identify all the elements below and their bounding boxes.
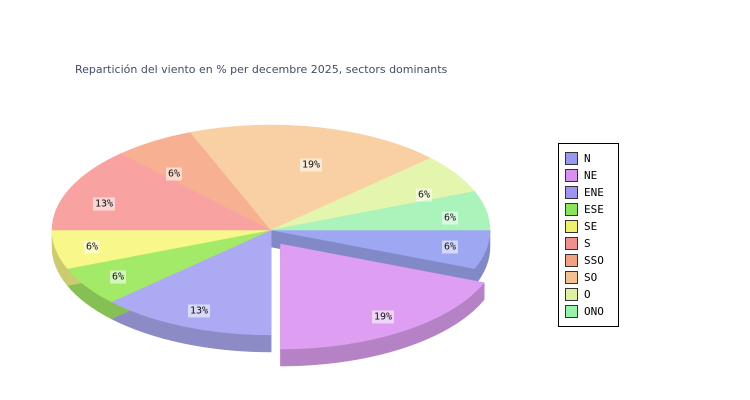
slice-label-SE: 6% bbox=[83, 240, 101, 254]
pie-slice-side-ENE bbox=[135, 312, 146, 334]
legend-label-ONO: ONO bbox=[584, 305, 604, 318]
pie-slice-side-ENE bbox=[215, 331, 227, 351]
pie-slice-side-ENE bbox=[226, 332, 238, 352]
pie-slice-side-ENE bbox=[154, 318, 165, 339]
legend-label-SO: SO bbox=[584, 271, 598, 284]
legend: N NE ENE ESE SE S SSO SO O ONO bbox=[558, 143, 619, 327]
legend-label-ESE: ESE bbox=[584, 203, 604, 216]
legend-item-SO: SO bbox=[565, 269, 618, 286]
legend-item-SSO: SSO bbox=[565, 252, 618, 269]
legend-label-S: S bbox=[584, 237, 591, 250]
pie-slice-side-NE bbox=[325, 345, 338, 365]
slice-label-SSO: 6% bbox=[165, 167, 183, 181]
legend-swatch-SO bbox=[565, 271, 578, 284]
legend-item-ESE: ESE bbox=[565, 201, 618, 218]
chart-title: Repartición del viento en % per decembre… bbox=[75, 63, 448, 76]
legend-swatch-SE bbox=[565, 220, 578, 233]
legend-swatch-NE bbox=[565, 169, 578, 182]
pie-slice-SO bbox=[189, 124, 432, 231]
slice-label-ONO: 6% bbox=[441, 211, 459, 225]
legend-label-ENE: ENE bbox=[584, 186, 604, 199]
pie-slice-ONO bbox=[270, 191, 491, 231]
legend-label-SSO: SSO bbox=[584, 254, 604, 267]
legend-item-ENE: ENE bbox=[565, 184, 618, 201]
pie-slice-side-NE bbox=[358, 339, 370, 360]
legend-swatch-O bbox=[565, 288, 578, 301]
pie-slice-side-ENE bbox=[173, 323, 185, 344]
pie-slice-side-NE bbox=[291, 348, 304, 367]
legend-swatch-S bbox=[565, 237, 578, 250]
legend-item-SE: SE bbox=[565, 218, 618, 235]
legend-item-NE: NE bbox=[565, 167, 618, 184]
pie-slice-side-ENE bbox=[194, 328, 206, 348]
pie-slice-NE bbox=[280, 243, 485, 350]
pie-slice-side-NE bbox=[388, 332, 400, 353]
pie-slice-side-NE bbox=[368, 337, 380, 358]
slice-label-ENE: 13% bbox=[187, 304, 211, 318]
pie-slice-side-NE bbox=[398, 328, 409, 350]
legend-label-SE: SE bbox=[584, 220, 598, 233]
pie-slice-side-NE bbox=[314, 346, 326, 366]
pie-slice-S bbox=[51, 153, 272, 231]
pie-slice-side-ENE bbox=[248, 334, 261, 353]
legend-label-NE: NE bbox=[584, 169, 598, 182]
legend-swatch-ESE bbox=[565, 203, 578, 216]
pie-slice-ENE bbox=[110, 229, 272, 336]
slice-label-O: 6% bbox=[415, 188, 433, 202]
pie-slice-side-ENE bbox=[183, 326, 195, 346]
legend-item-ONO: ONO bbox=[565, 303, 618, 320]
slice-label-N: 6% bbox=[441, 240, 459, 254]
pie-slice-side-ENE bbox=[259, 334, 272, 353]
pie-slice-side-NE bbox=[378, 334, 390, 356]
slice-label-ESE: 6% bbox=[109, 270, 127, 284]
pie-slice-side-ENE bbox=[163, 321, 175, 342]
legend-swatch-N bbox=[565, 152, 578, 165]
legend-swatch-ENE bbox=[565, 186, 578, 199]
legend-item-O: O bbox=[565, 286, 618, 303]
legend-label-N: N bbox=[584, 152, 591, 165]
pie-slice-side-NE bbox=[303, 347, 315, 366]
pie-slice-side-NE bbox=[336, 343, 348, 363]
legend-swatch-SSO bbox=[565, 254, 578, 267]
pie-slice-side-NE bbox=[347, 341, 359, 362]
pie-slice-side-ENE bbox=[237, 333, 249, 352]
slice-label-SO: 19% bbox=[299, 158, 323, 172]
legend-item-S: S bbox=[565, 235, 618, 252]
pie-slice-side-ENE bbox=[204, 329, 216, 349]
pie-slice-side-ENE bbox=[144, 315, 155, 337]
legend-swatch-ONO bbox=[565, 305, 578, 318]
pie-slice-side-NE bbox=[280, 348, 293, 367]
slice-label-S: 13% bbox=[92, 197, 116, 211]
legend-item-N: N bbox=[565, 150, 618, 167]
legend-label-O: O bbox=[584, 288, 591, 301]
slice-label-NE: 19% bbox=[371, 310, 395, 324]
